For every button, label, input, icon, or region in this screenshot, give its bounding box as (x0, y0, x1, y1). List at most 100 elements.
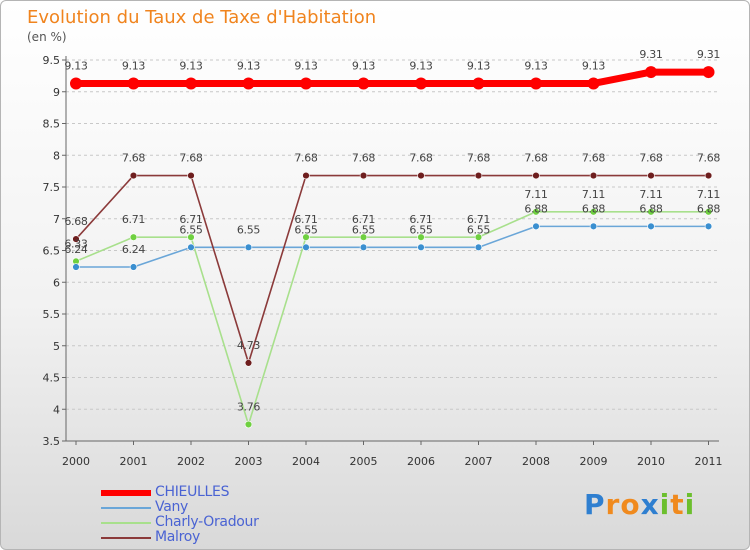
data-label-charly-oradour: 3.76 (237, 400, 261, 413)
logo-letter: t (670, 488, 685, 521)
legend-label-vany: Vany (155, 499, 189, 515)
series-line-malroy (75, 174, 710, 364)
logo-letter: i (684, 488, 696, 521)
data-label-malroy: 4.73 (237, 339, 261, 352)
logo-letter: o (620, 488, 641, 521)
data-label-malroy: 6.68 (64, 215, 88, 228)
data-point-malroy (72, 235, 80, 243)
data-point-chieulles (70, 77, 82, 90)
data-point-charly-oradour (532, 208, 540, 216)
series-group (70, 66, 715, 429)
y-tick-label: 5 (53, 340, 60, 353)
legend-swatch-malroy (101, 537, 151, 539)
data-label-chieulles: 9.13 (237, 59, 261, 72)
data-label-malroy: 7.68 (524, 152, 548, 165)
data-point-chieulles (415, 77, 427, 90)
data-label-vany: 6.88 (582, 202, 606, 215)
logo-letter: x (640, 488, 660, 521)
y-tick-label: 8.5 (43, 118, 61, 131)
data-label-chieulles: 9.31 (697, 48, 720, 61)
data-point-chieulles (472, 77, 485, 90)
data-labels: 9.13 9.13 9.13 9.13 9.13 9.13 9.13 9.13 9.13 9.13… (64, 48, 720, 413)
data-point-vany (359, 243, 368, 252)
y-tick-label: 7 (53, 213, 60, 226)
data-point-chieulles (702, 66, 715, 79)
data-label-malroy: 7.68 (409, 152, 433, 165)
y-tick-label: 6.5 (43, 245, 61, 258)
data-label-vany: 6.55 (237, 223, 261, 236)
data-label-malroy: 7.68 (697, 152, 721, 165)
x-tick-label: 2003 (235, 455, 263, 468)
data-point-malroy (187, 171, 195, 180)
data-label-chieulles: 9.13 (582, 59, 606, 72)
data-label-chieulles: 9.13 (352, 59, 376, 72)
legend-label-chieulles: CHIEULLES (155, 484, 230, 500)
data-label-vany: 6.88 (639, 202, 663, 215)
series-line-charly-oradour (75, 210, 710, 426)
logo-letter: i (659, 488, 671, 521)
data-label-malroy: 7.68 (467, 152, 491, 165)
data-label-charly-oradour: 6.33 (64, 237, 88, 250)
legend-item-vany: Vany (101, 499, 341, 515)
data-label-vany: 6.88 (697, 202, 721, 215)
data-label-charly-oradour: 6.71 (409, 213, 432, 226)
data-label-vany: 6.55 (409, 223, 433, 236)
data-point-malroy (244, 359, 253, 367)
x-tick-label: 2002 (177, 455, 205, 468)
data-point-charly-oradour (187, 233, 195, 241)
data-label-chieulles: 9.13 (409, 59, 433, 72)
data-point-chieulles (127, 77, 140, 90)
data-point-malroy (704, 171, 713, 180)
series-line-chieulles (72, 68, 712, 87)
data-point-chieulles (357, 77, 370, 90)
data-point-charly-oradour (704, 208, 713, 216)
data-point-charly-oradour (244, 420, 253, 429)
x-tick-label: 2008 (522, 455, 550, 468)
y-tick-label: 4 (53, 403, 60, 416)
data-label-charly-oradour: 6.71 (352, 213, 375, 226)
data-label-charly-oradour: 6.71 (179, 213, 202, 226)
data-label-malroy: 7.68 (352, 152, 376, 165)
data-label-malroy: 7.68 (179, 152, 203, 165)
data-point-chieulles (242, 77, 255, 90)
data-point-charly-oradour (589, 208, 598, 216)
data-label-malroy: 7.68 (582, 152, 606, 165)
x-tick-label: 2011 (695, 455, 723, 468)
data-point-charly-oradour (474, 233, 483, 241)
x-tick-label: 2009 (580, 455, 608, 468)
data-label-chieulles: 9.31 (639, 48, 662, 61)
data-point-vany (302, 243, 310, 252)
legend-label-charly-oradour: Charly-Oradour (155, 514, 259, 530)
data-point-charly-oradour (129, 233, 138, 241)
data-label-charly-oradour: 7.11 (697, 188, 720, 201)
data-label-malroy: 7.68 (122, 152, 146, 165)
data-point-vany (417, 243, 425, 252)
logo-letter: r (605, 488, 621, 521)
gridlines (66, 59, 719, 442)
proxiti-logo: Proxiti (584, 488, 695, 521)
data-point-vany (532, 222, 540, 231)
y-tick-label: 9.5 (43, 54, 61, 67)
legend-swatch-chieulles (101, 490, 151, 496)
data-label-chieulles: 9.13 (294, 59, 318, 72)
data-point-malroy (647, 171, 655, 180)
logo-letter: P (584, 488, 606, 521)
data-label-chieulles: 9.13 (467, 59, 491, 72)
x-tick-label: 2007 (465, 455, 493, 468)
data-point-chieulles (645, 66, 657, 79)
data-label-vany: 6.24 (122, 243, 146, 256)
data-label-vany: 6.55 (294, 223, 318, 236)
y-tick-label: 4.5 (43, 372, 61, 385)
data-label-charly-oradour: 7.11 (524, 188, 547, 201)
y-tick-label: 6 (53, 276, 60, 289)
data-label-malroy: 7.68 (294, 152, 318, 165)
data-label-malroy: 7.68 (639, 152, 663, 165)
x-tick-label: 2006 (407, 455, 435, 468)
data-point-vany (647, 222, 655, 231)
data-label-chieulles: 9.13 (122, 59, 146, 72)
y-tick-label: 5.5 (43, 308, 61, 321)
data-label-vany: 6.55 (467, 223, 491, 236)
x-tick-label: 2001 (120, 455, 148, 468)
data-point-malroy (359, 171, 368, 180)
